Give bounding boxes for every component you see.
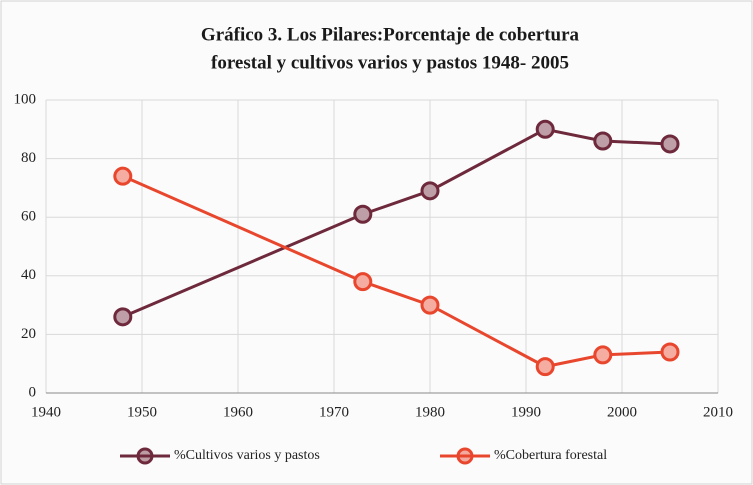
point [537,121,554,138]
point [594,133,611,150]
x-tick-label: 1940 [31,404,61,420]
x-tick-label: 1980 [415,404,445,420]
x-tick-label: 1960 [223,404,253,420]
point [662,343,678,360]
data-point [535,357,555,377]
point [114,308,131,325]
data-point [535,119,555,139]
legend-marker [136,447,154,465]
y-tick-label: 60 [21,209,36,225]
point [422,182,438,199]
legend-label: %Cobertura forestal [494,448,607,463]
data-point [420,295,440,315]
data-point [113,307,133,327]
data-point [353,204,373,224]
y-tick-label: 100 [14,91,37,107]
point [537,358,554,375]
point [594,346,611,363]
legend-label: %Cultivos varios y pastos [174,448,320,463]
legend-marker [456,447,474,465]
data-point [593,131,613,151]
data-point [353,272,373,292]
point [354,206,371,223]
chart-title: forestal y cultivos varios y pastos 1948… [211,52,569,73]
series-line [122,127,671,319]
x-tick-label: 1950 [127,404,157,420]
series-line [122,174,671,369]
data-point [660,134,680,154]
x-tick-label: 1970 [319,404,349,420]
point [354,273,371,290]
data-point [113,166,133,186]
x-tick-label: 1990 [511,404,541,420]
x-tick-label: 2000 [607,404,637,420]
chart-title: Gráfico 3. Los Pilares:Porcentaje de cob… [201,24,580,45]
point [662,135,678,152]
point [114,168,131,185]
x-tick-label: 2010 [703,404,733,420]
y-tick-label: 40 [21,267,36,283]
y-tick-label: 20 [21,326,36,342]
y-tick-label: 0 [29,384,37,400]
point [422,297,438,314]
y-tick-label: 80 [21,150,36,166]
data-point [660,342,680,362]
data-point [593,345,613,365]
data-point [420,181,440,201]
